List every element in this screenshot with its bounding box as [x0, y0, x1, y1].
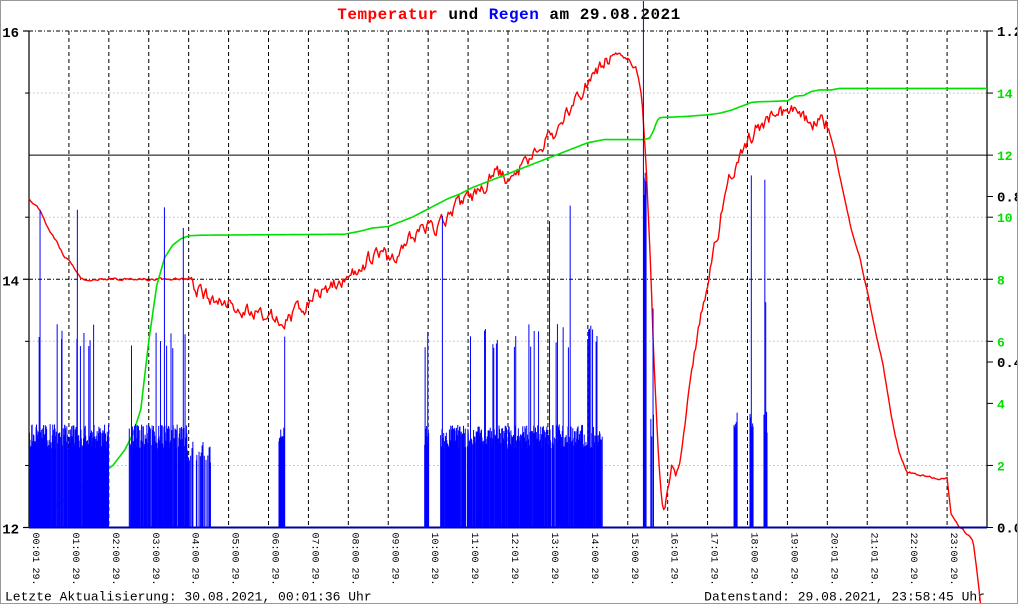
svg-text:29.: 29. [109, 568, 120, 586]
svg-text:16: 16 [2, 26, 19, 42]
svg-text:29.: 29. [468, 568, 479, 586]
svg-text:8: 8 [997, 273, 1005, 288]
svg-text:29.: 29. [947, 568, 958, 586]
svg-text:2: 2 [997, 459, 1005, 474]
svg-text:18:00: 18:00 [748, 533, 759, 563]
svg-text:0.8: 0.8 [997, 191, 1018, 207]
svg-text:29.: 29. [548, 568, 559, 586]
svg-text:Letzte Aktualisierung: 30.08.2: Letzte Aktualisierung: 30.08.2021, 00:01… [5, 590, 372, 605]
svg-text:29.: 29. [907, 568, 918, 586]
svg-text:29.: 29. [787, 568, 798, 586]
svg-text:0.0: 0.0 [997, 522, 1018, 538]
svg-text:6: 6 [997, 335, 1005, 350]
svg-text:29.: 29. [348, 568, 359, 586]
svg-text:03:00: 03:00 [149, 533, 160, 563]
svg-text:29.: 29. [668, 568, 679, 586]
svg-text:00:01: 00:01 [29, 533, 40, 563]
svg-text:12:01: 12:01 [508, 533, 519, 563]
svg-text:29.: 29. [827, 568, 838, 586]
svg-text:01:00: 01:00 [69, 533, 80, 563]
svg-text:21:01: 21:01 [867, 533, 878, 563]
svg-text:14: 14 [997, 87, 1013, 102]
svg-text:29.: 29. [388, 568, 399, 586]
svg-text:22:00: 22:00 [907, 533, 918, 563]
svg-text:12: 12 [997, 149, 1013, 164]
svg-text:29.: 29. [308, 568, 319, 586]
svg-text:29.: 29. [867, 568, 878, 586]
svg-text:29.: 29. [229, 568, 240, 586]
svg-text:04:00: 04:00 [189, 533, 200, 563]
svg-text:29.: 29. [708, 568, 719, 586]
svg-text:29.: 29. [189, 568, 200, 586]
svg-text:09:00: 09:00 [388, 533, 399, 563]
svg-text:29.: 29. [428, 568, 439, 586]
svg-text:4: 4 [997, 397, 1005, 412]
svg-text:20:01: 20:01 [827, 533, 838, 563]
svg-text:14:00: 14:00 [588, 533, 599, 563]
svg-text:29.: 29. [588, 568, 599, 586]
svg-text:29.: 29. [149, 568, 160, 586]
svg-text:29.: 29. [69, 568, 80, 586]
svg-text:10:00: 10:00 [428, 533, 439, 563]
svg-text:0.4: 0.4 [997, 356, 1018, 372]
svg-text:29.: 29. [29, 568, 40, 586]
svg-text:16:01: 16:01 [668, 533, 679, 563]
svg-text:15:00: 15:00 [628, 533, 639, 563]
svg-text:02:00: 02:00 [109, 533, 120, 563]
svg-text:14: 14 [2, 274, 19, 290]
svg-text:05:00: 05:00 [229, 533, 240, 563]
svg-text:12: 12 [2, 523, 19, 539]
svg-text:29.: 29. [748, 568, 759, 586]
svg-text:19:00: 19:00 [787, 533, 798, 563]
svg-text:29.: 29. [269, 568, 280, 586]
svg-text:13:00: 13:00 [548, 533, 559, 563]
svg-text:29.: 29. [628, 568, 639, 586]
svg-text:11:00: 11:00 [468, 533, 479, 563]
svg-text:10: 10 [997, 211, 1013, 226]
svg-text:29.: 29. [508, 568, 519, 586]
svg-text:Datenstand: 29.08.2021, 23:58:: Datenstand: 29.08.2021, 23:58:45 Uhr [704, 590, 985, 605]
svg-text:17:01: 17:01 [708, 533, 719, 563]
svg-text:06:00: 06:00 [269, 533, 280, 563]
svg-text:23:00: 23:00 [947, 533, 958, 563]
svg-text:08:00: 08:00 [348, 533, 359, 563]
svg-text:07:00: 07:00 [308, 533, 319, 563]
svg-text:1.2: 1.2 [997, 25, 1018, 41]
